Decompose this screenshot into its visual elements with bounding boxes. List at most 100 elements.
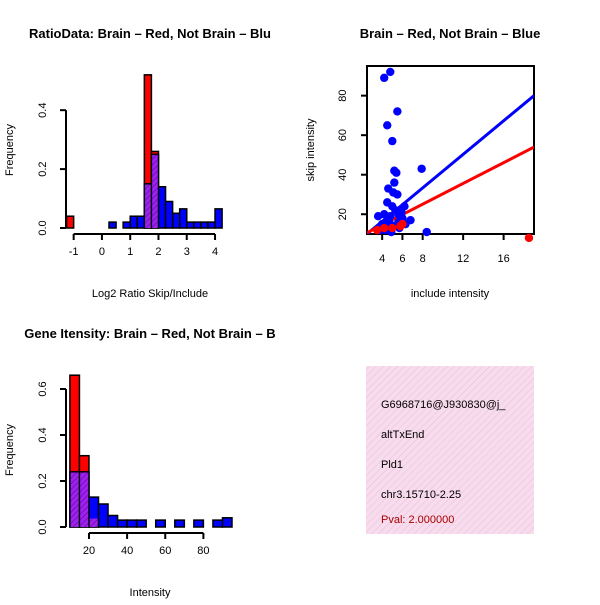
- ratio-x-tick-label: 0: [99, 246, 105, 258]
- scatter-title: Brain – Red, Not Brain – Blue: [360, 26, 541, 41]
- intensity-y-tick-label: 0.6: [37, 381, 49, 396]
- scatter-x-tick-label: 6: [399, 253, 405, 265]
- info-location: chr3.15710-2.25: [381, 489, 461, 501]
- intensity-bar-not-brain: [221, 517, 233, 528]
- info-id: G6968716@J930830@j_: [381, 399, 506, 411]
- ratio-bar-not-brain: [207, 221, 216, 229]
- intensity-y-tick-label: 0.0: [37, 519, 49, 534]
- ratio-bar-not-brain: [171, 212, 181, 229]
- intensity-bar-not-brain: [97, 503, 109, 528]
- ratio-ylabel: Frequency: [4, 124, 16, 176]
- scatter-point-not-brain: [400, 202, 409, 211]
- ratio-bar-not-brain: [164, 200, 174, 229]
- intensity-x-tick-label: 60: [159, 545, 171, 557]
- intensity-xlabel: Intensity: [130, 587, 171, 599]
- intensity-x-tick-label: 80: [197, 545, 209, 557]
- ratio-bar-not-brain: [129, 215, 139, 229]
- ratio-bar-not-brain: [178, 208, 188, 229]
- scatter-point-not-brain: [373, 212, 383, 221]
- scatter-frame: [366, 65, 535, 235]
- intensity-axes: 20 40 60 80 0.0 0.2 0.4 0.6: [37, 381, 210, 557]
- info-pval: Pval: 2.000000: [381, 514, 454, 526]
- scatter-x-tick-label: 16: [498, 253, 510, 265]
- scatter-point-not-brain: [393, 107, 402, 116]
- intensity-bar-overlap: [70, 472, 79, 527]
- ratio-x-tick-label: 2: [155, 246, 161, 258]
- ratio-bar-not-brain: [157, 186, 167, 229]
- scatter-point-brain: [524, 233, 534, 243]
- ratio-x-tick-label: -1: [69, 246, 79, 258]
- scatter-point-not-brain: [390, 178, 399, 187]
- intensity-y-tick-label: 0.4: [37, 427, 49, 442]
- scatter-point-brain: [388, 223, 397, 233]
- scatter-x-tick-label: 4: [379, 253, 385, 265]
- scatter-point-not-brain: [380, 73, 389, 83]
- ratio-bar-brain: [65, 215, 75, 229]
- intensity-bar-not-brain: [212, 519, 224, 528]
- ratio-bar-not-brain: [136, 215, 146, 229]
- scatter-y-tick-label: 80: [337, 90, 349, 102]
- ratio-bars-overlap: [145, 155, 158, 228]
- info-panel-bg: [366, 366, 534, 534]
- scatter-ylabel: skip intensity: [305, 118, 317, 181]
- info-event: altTxEnd: [381, 429, 424, 441]
- info-gene: Pld1: [381, 459, 403, 471]
- ratio-bar-not-brain: [186, 221, 195, 229]
- ratio-y-tick-label: 0.2: [37, 161, 49, 176]
- scatter-point-not-brain: [393, 190, 402, 199]
- intensity-bar-not-brain: [107, 514, 119, 528]
- intensity-bar-not-brain: [193, 519, 205, 528]
- scatter-y-tick-label: 40: [337, 169, 349, 181]
- ratio-bar-not-brain: [108, 221, 117, 229]
- scatter-x-tick-label: 12: [457, 253, 469, 265]
- scatter-fit-line-brain: [367, 145, 534, 234]
- ratio-title: RatioData: Brain – Red, Not Brain – Blu: [29, 26, 271, 41]
- ratio-bar-not-brain: [200, 221, 209, 229]
- scatter-point-not-brain: [392, 168, 401, 177]
- ratio-bar-not-brain: [214, 208, 223, 229]
- info-panel: G6968716@J930830@j_ altTxEnd Pld1 chr3.1…: [366, 366, 534, 534]
- ratio-bar-not-brain: [193, 221, 202, 229]
- intensity-bar-overlap: [80, 472, 89, 527]
- scatter-point-not-brain: [422, 227, 431, 237]
- intensity-bar-overlap: [89, 518, 98, 527]
- scatter-plot: Brain – Red, Not Brain – Blue 4 6 8 12 16204…: [305, 26, 540, 300]
- scatter-points: [372, 67, 534, 243]
- intensity-y-tick-label: 0.2: [37, 473, 49, 488]
- scatter-point-brain: [372, 225, 382, 235]
- scatter-y-tick-label: 20: [337, 208, 349, 220]
- scatter-point-brain: [398, 219, 407, 229]
- ratio-y-tick-label: 0.4: [37, 103, 49, 118]
- ratio-x-tick-label: 1: [127, 246, 133, 258]
- scatter-point-not-brain: [417, 164, 426, 173]
- scatter-xlabel: include intensity: [411, 288, 490, 300]
- ratio-xlabel: Log2 Ratio Skip/Include: [92, 288, 208, 300]
- intensity-bar-not-brain: [116, 519, 128, 528]
- ratio-bars-not-brain: [108, 153, 223, 229]
- ratio-bar-overlap: [145, 184, 151, 228]
- ratio-axes: -1 0 1 2 3 4 0.0 0.2 0.4: [37, 103, 218, 258]
- scatter-point-not-brain: [383, 121, 392, 130]
- scatter-point-not-brain: [386, 67, 395, 77]
- scatter-point-brain: [380, 223, 389, 233]
- ratio-x-tick-label: 3: [184, 246, 190, 258]
- intensity-bars-overlap: [70, 472, 98, 527]
- ratio-bar-not-brain: [122, 221, 131, 229]
- intensity-histogram: Gene Itensity: Brain – Red, Not Brain – …: [4, 326, 276, 599]
- scatter-x-tick-label: 8: [420, 253, 426, 265]
- intensity-x-tick-label: 40: [121, 545, 133, 557]
- scatter-point-not-brain: [388, 136, 397, 146]
- ratio-x-tick-label: 4: [212, 246, 218, 258]
- intensity-title: Gene Itensity: Brain – Red, Not Brain – …: [24, 326, 275, 341]
- ratio-bar-overlap: [152, 155, 158, 228]
- intensity-bar-not-brain: [154, 519, 167, 528]
- intensity-ylabel: Frequency: [4, 424, 16, 476]
- ratio-histogram: RatioData: Brain – Red, Not Brain – Blu …: [4, 26, 271, 300]
- intensity-x-tick-label: 20: [83, 545, 95, 557]
- intensity-bar-not-brain: [126, 519, 138, 528]
- scatter-y-tick-label: 60: [337, 129, 349, 141]
- intensity-bar-not-brain: [174, 519, 186, 528]
- scatter-axes: 4 6 8 12 16 20 40 60 80: [337, 90, 510, 265]
- intensity-bar-not-brain: [135, 519, 147, 528]
